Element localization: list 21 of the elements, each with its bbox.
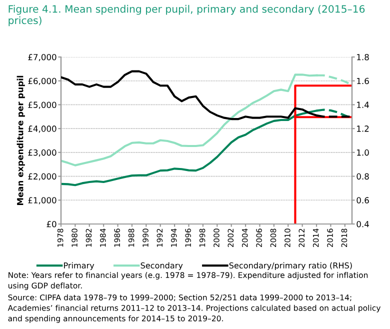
y2-tick-label: 1.2 [357, 126, 369, 132]
y-tick-label: £3,000 [28, 149, 56, 157]
y-tick-label: £1,000 [28, 197, 56, 204]
y-tick-label: £7,000 [28, 54, 56, 62]
y2-tick-label: 0.6 [356, 197, 369, 204]
legend-label: Primary [64, 262, 94, 270]
y2-tick-label: 1.4 [357, 102, 369, 108]
y2-tick-label: 1.6 [357, 78, 369, 84]
chart-title: Figure 4.1. Mean spending per pupil, primary and secondary (2015–16 prices) [8, 4, 365, 26]
legend-label: Secondary/primary ratio (RHS) [229, 262, 352, 270]
y-axis-title: Mean expenditure per pupil [16, 76, 25, 206]
y2-tick-label: 0.8 [356, 173, 369, 180]
y-tick-label: £0 [46, 220, 56, 228]
y-tick-label: £6,000 [28, 78, 56, 85]
y2-tick-label: 0.4 [356, 220, 369, 228]
y-tick-label: £2,000 [28, 173, 56, 180]
y2-tick-label: 1.8 [357, 54, 369, 60]
y-tick-label: £5,000 [28, 102, 56, 109]
y-tick-label: £4,000 [28, 126, 56, 133]
y2-tick-label: 1.0 [357, 149, 369, 156]
legend-label: Secondary [140, 262, 183, 270]
